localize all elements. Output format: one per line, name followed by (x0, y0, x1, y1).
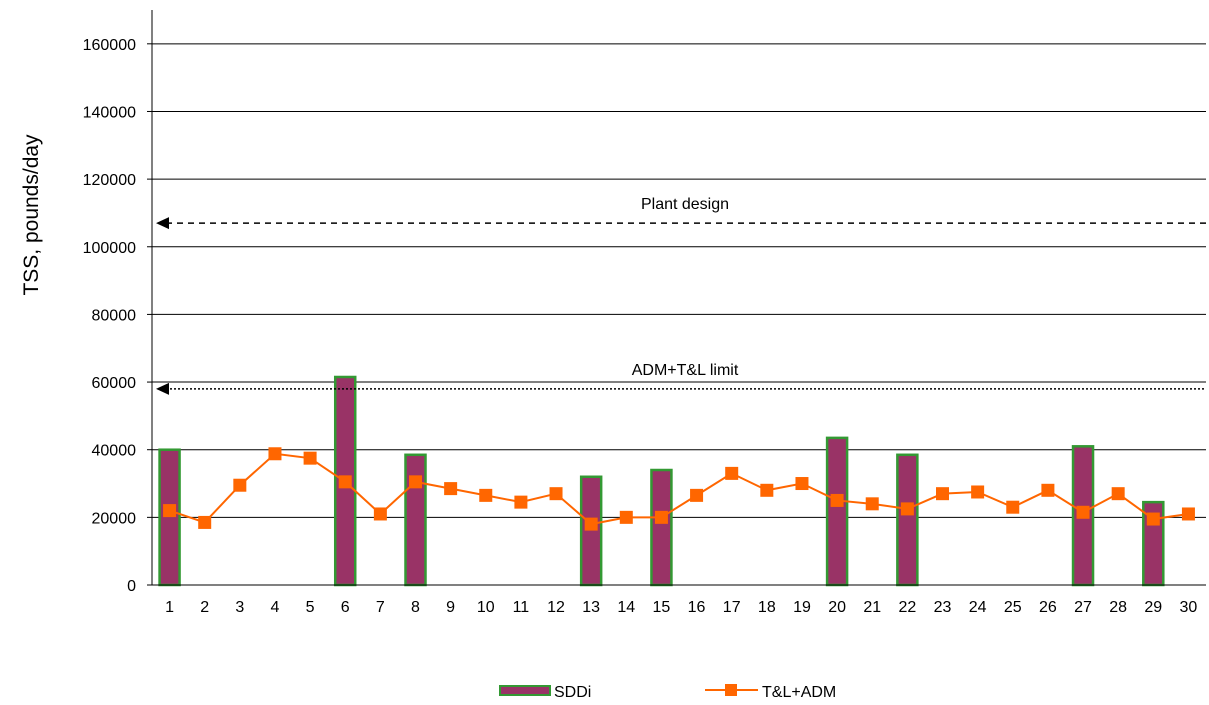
x-tick-label: 5 (306, 599, 315, 616)
x-tick-label: 29 (1144, 599, 1162, 616)
y-tick-label: 120000 (83, 172, 136, 189)
marker-tl-adm (303, 451, 317, 465)
marker-tl-adm (619, 510, 633, 524)
x-tick-label: 10 (477, 599, 495, 616)
legend-label-sddi: SDDi (554, 684, 591, 701)
x-tick-label: 30 (1180, 599, 1198, 616)
tl-adm-series (163, 447, 1195, 531)
bar-sddi (579, 475, 603, 587)
bar-sddi (650, 468, 673, 587)
marker-tl-adm (233, 478, 247, 492)
x-tick-label: 16 (688, 599, 706, 616)
arrowhead-left-icon (156, 217, 169, 230)
x-tick-label: 26 (1039, 599, 1057, 616)
y-tick-label: 20000 (92, 510, 137, 527)
y-tick-label: 100000 (83, 240, 136, 257)
marker-tl-adm (549, 487, 563, 501)
marker-tl-adm (584, 517, 598, 531)
marker-tl-adm (1076, 505, 1090, 519)
x-tick-labels: 1 2 3 4 5 6 7 8 9 10 11 12 13 14 15 16 17 18 19 20 21 22 23 24 2… (165, 599, 1197, 616)
x-tick-label: 8 (411, 599, 420, 616)
y-axis-label: TSS, pounds/day (20, 134, 43, 296)
marker-tl-adm (409, 475, 422, 489)
bar-sddi (825, 436, 849, 587)
reference-line-label: Plant design (641, 196, 729, 213)
x-tick-label: 15 (653, 599, 671, 616)
marker-tl-adm (163, 504, 177, 518)
x-tick-label: 20 (828, 599, 846, 616)
x-tick-label: 23 (934, 599, 952, 616)
y-tick-label: 80000 (92, 307, 137, 324)
x-tick-label: 12 (547, 599, 565, 616)
y-tick-label: 160000 (83, 37, 136, 54)
marker-tl-adm (1006, 500, 1020, 514)
x-tick-label: 25 (1004, 599, 1022, 616)
axes (147, 10, 1206, 586)
marker-tl-adm (1181, 507, 1195, 521)
x-tick-label: 27 (1074, 599, 1092, 616)
y-tick-label: 60000 (92, 375, 137, 392)
gridlines (152, 43, 1206, 518)
reference-lines: Plant design ADM+T&L limit (156, 196, 1206, 395)
marker-tl-adm (760, 483, 774, 497)
x-tick-label: 21 (863, 599, 881, 616)
marker-tl-adm (1111, 487, 1125, 501)
legend-label-tl-adm: T&L+ADM (762, 684, 836, 701)
marker-tl-adm (936, 487, 949, 501)
marker-tl-adm (479, 488, 493, 502)
x-tick-label: 4 (271, 599, 280, 616)
bar-sddi (158, 448, 181, 587)
marker-tl-adm (514, 495, 528, 509)
x-tick-label: 28 (1109, 599, 1127, 616)
x-tick-label: 9 (446, 599, 455, 616)
marker-tl-adm (795, 477, 809, 491)
marker-tl-adm (1041, 483, 1055, 497)
arrowhead-left-icon (156, 382, 169, 395)
marker-tl-adm (444, 482, 458, 496)
bar-sddi (896, 453, 919, 587)
x-tick-label: 3 (235, 599, 244, 616)
y-tick-label: 40000 (92, 443, 137, 460)
line-tl-adm (169, 452, 1189, 526)
x-tick-label: 14 (617, 599, 635, 616)
legend: SDDi T&L+ADM (499, 684, 836, 701)
y-tick-label: 0 (127, 578, 136, 595)
marker-tl-adm (338, 475, 352, 489)
x-tick-label: 22 (898, 599, 916, 616)
marker-tl-adm (690, 488, 704, 502)
x-tick-label: 18 (758, 599, 776, 616)
x-tick-label: 19 (793, 599, 811, 616)
marker-tl-adm (654, 510, 668, 524)
y-tick-labels: 0 20000 40000 60000 80000 100000 120000 140000 1… (83, 37, 136, 595)
marker-tl-adm (865, 497, 879, 511)
legend-swatch-sddi (499, 685, 551, 696)
marker-tl-adm (268, 447, 282, 461)
sddi-bars (158, 375, 1165, 587)
legend-marker-tl-adm (725, 684, 737, 696)
marker-tl-adm (198, 515, 212, 529)
marker-tl-adm (971, 485, 985, 499)
x-tick-label: 7 (376, 599, 385, 616)
marker-tl-adm (373, 507, 387, 521)
marker-tl-adm (830, 493, 844, 507)
x-tick-label: 24 (969, 599, 987, 616)
marker-tl-adm (1146, 512, 1160, 526)
marker-tl-adm (900, 502, 914, 516)
x-tick-label: 11 (513, 599, 530, 616)
marker-tl-adm (725, 466, 739, 480)
y-tick-label: 140000 (83, 104, 136, 121)
x-tick-label: 1 (165, 599, 174, 616)
reference-line-label: ADM+T&L limit (632, 362, 739, 379)
x-tick-label: 2 (200, 599, 209, 616)
x-tick-label: 13 (582, 599, 600, 616)
bar-sddi (404, 453, 427, 587)
x-tick-label: 6 (341, 599, 350, 616)
x-tick-label: 17 (723, 599, 741, 616)
